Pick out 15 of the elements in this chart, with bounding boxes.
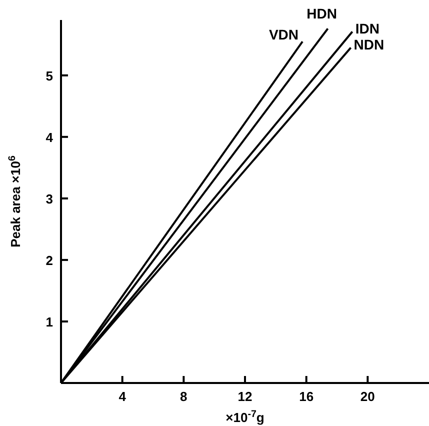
series-label: VDN bbox=[268, 26, 298, 43]
y-tick-label: 5 bbox=[46, 68, 53, 84]
series-label: IDN bbox=[355, 20, 380, 37]
x-axis-title: ×10$^{-7}$g bbox=[226, 408, 264, 425]
y-tick-label: 4 bbox=[46, 130, 54, 145]
x-tick-label: 20 bbox=[360, 389, 375, 404]
x-tick-label: 8 bbox=[180, 389, 188, 404]
x-tick-label: 16 bbox=[299, 389, 314, 404]
series-label: HDN bbox=[306, 6, 337, 22]
series-label: NDN bbox=[354, 36, 384, 53]
y-tick-label: 2 bbox=[46, 252, 53, 268]
y-tick-label: 3 bbox=[46, 191, 53, 206]
x-tick-label: 12 bbox=[238, 389, 252, 404]
y-tick-label: 1 bbox=[46, 314, 53, 330]
x-tick-label: 4 bbox=[118, 389, 127, 404]
